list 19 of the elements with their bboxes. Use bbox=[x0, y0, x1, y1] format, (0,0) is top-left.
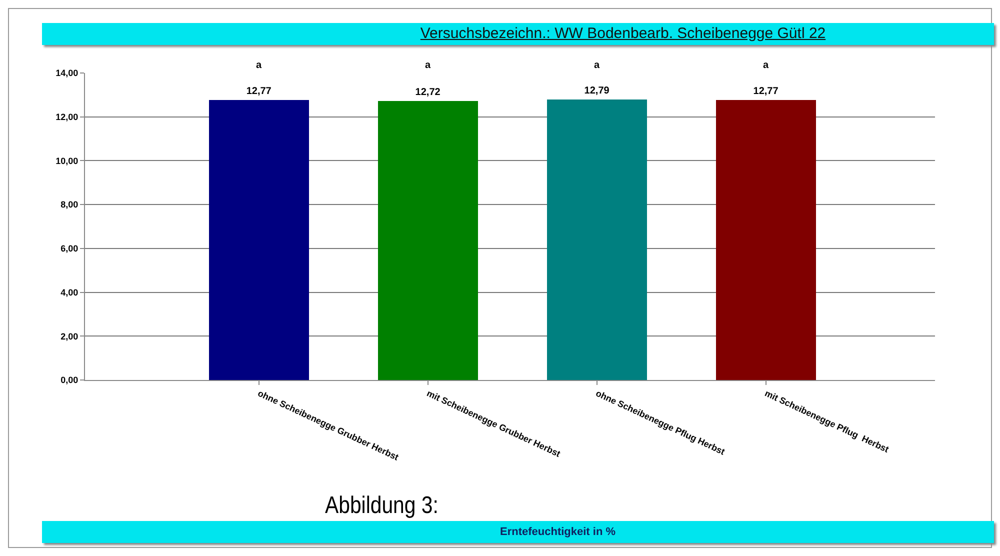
data-label: 12,77 bbox=[753, 86, 779, 97]
y-tick-label: 2,00 bbox=[60, 331, 78, 342]
y-tick-label: 8,00 bbox=[60, 200, 78, 210]
y-tick-label: 14,00 bbox=[56, 68, 78, 78]
text: Abbildung 3: bbox=[325, 491, 438, 521]
chart-title: Versuchsbezeichn.: WW Bodenbearb. Scheibenegge Gütl 22 bbox=[420, 25, 826, 42]
data-label: 12,72 bbox=[415, 87, 441, 98]
text: a bbox=[425, 60, 431, 71]
data-label: 12,79 bbox=[584, 86, 610, 97]
text: a bbox=[256, 60, 262, 71]
y-tick-label: 0,00 bbox=[60, 375, 78, 386]
y-tick-label: 6,00 bbox=[60, 244, 78, 254]
text: a bbox=[763, 60, 769, 71]
text: a bbox=[594, 60, 600, 71]
text: Erntefeuchtigkeit in % bbox=[500, 525, 616, 540]
y-tick-label: 4,00 bbox=[60, 287, 78, 298]
data-label: 12,77 bbox=[246, 86, 272, 97]
y-tick-label: 12,00 bbox=[56, 112, 78, 122]
y-tick-label: 10,00 bbox=[56, 156, 78, 166]
